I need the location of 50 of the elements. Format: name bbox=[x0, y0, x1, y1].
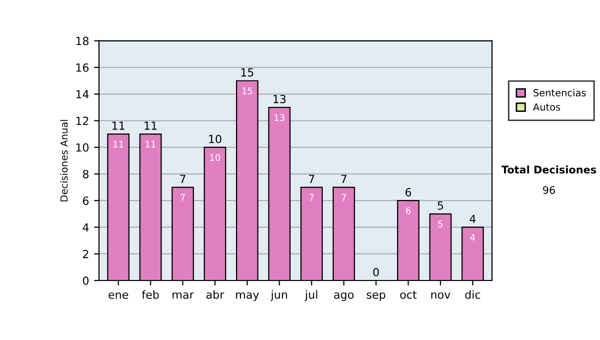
data-label: 10 bbox=[210, 154, 220, 161]
legend-label: Autos bbox=[533, 103, 560, 111]
x-tick-label: ago bbox=[334, 292, 354, 301]
y-tick-label: 6 bbox=[82, 196, 89, 205]
total-label: 7 bbox=[308, 174, 314, 183]
y-tick-label: 10 bbox=[76, 143, 89, 152]
y-tick-label: 14 bbox=[76, 90, 89, 98]
text: Total Decisiones bbox=[501, 165, 596, 174]
total-label: 7 bbox=[341, 174, 346, 183]
data-label: 7 bbox=[342, 194, 346, 201]
total-label: 0 bbox=[373, 268, 379, 276]
total-label: 10 bbox=[209, 134, 222, 144]
x-tick-label: ene bbox=[108, 292, 128, 299]
data-label: 7 bbox=[309, 194, 314, 201]
x-tick-label: jun bbox=[270, 290, 288, 301]
text: 96 bbox=[543, 186, 555, 194]
x-tick-label: oct bbox=[400, 290, 417, 299]
x-tick-label: nov bbox=[431, 292, 450, 299]
x-tick-label: dic bbox=[465, 290, 480, 299]
y-tick-label: 4 bbox=[82, 223, 89, 232]
data-label: 11 bbox=[146, 140, 156, 148]
legend-label: Sentencias bbox=[534, 88, 586, 96]
data-label: 11 bbox=[114, 140, 124, 148]
y-axis-title: Decisiones Anual bbox=[60, 120, 68, 202]
total-label: 7 bbox=[180, 174, 186, 183]
y-tick-label: 2 bbox=[83, 250, 88, 258]
total-label: 11 bbox=[144, 122, 157, 130]
total-label: 6 bbox=[405, 188, 412, 196]
y-tick-label: 8 bbox=[82, 170, 89, 178]
x-tick-label: abr bbox=[206, 290, 224, 299]
y-tick-label: 16 bbox=[76, 63, 89, 72]
total-label: 11 bbox=[112, 122, 124, 130]
data-label: 13 bbox=[274, 114, 284, 121]
total-label: 5 bbox=[438, 202, 444, 210]
y-tick-label: 0 bbox=[82, 276, 89, 285]
total-label: 4 bbox=[470, 214, 476, 223]
data-label: 7 bbox=[180, 194, 185, 201]
data-label: 5 bbox=[438, 220, 443, 228]
x-tick-label: jul bbox=[304, 290, 318, 301]
total-label: 13 bbox=[274, 94, 286, 104]
total-label: 15 bbox=[241, 68, 254, 77]
data-label: 15 bbox=[242, 88, 252, 94]
x-tick-label: mar bbox=[172, 292, 194, 299]
x-tick-label: feb bbox=[142, 290, 159, 299]
x-tick-label: sep bbox=[366, 292, 386, 301]
x-tick-label: may bbox=[236, 292, 259, 301]
data-label: 6 bbox=[406, 207, 411, 214]
data-label: 4 bbox=[470, 234, 476, 241]
y-tick-label: 18 bbox=[76, 36, 89, 46]
y-tick-label: 12 bbox=[76, 116, 88, 125]
